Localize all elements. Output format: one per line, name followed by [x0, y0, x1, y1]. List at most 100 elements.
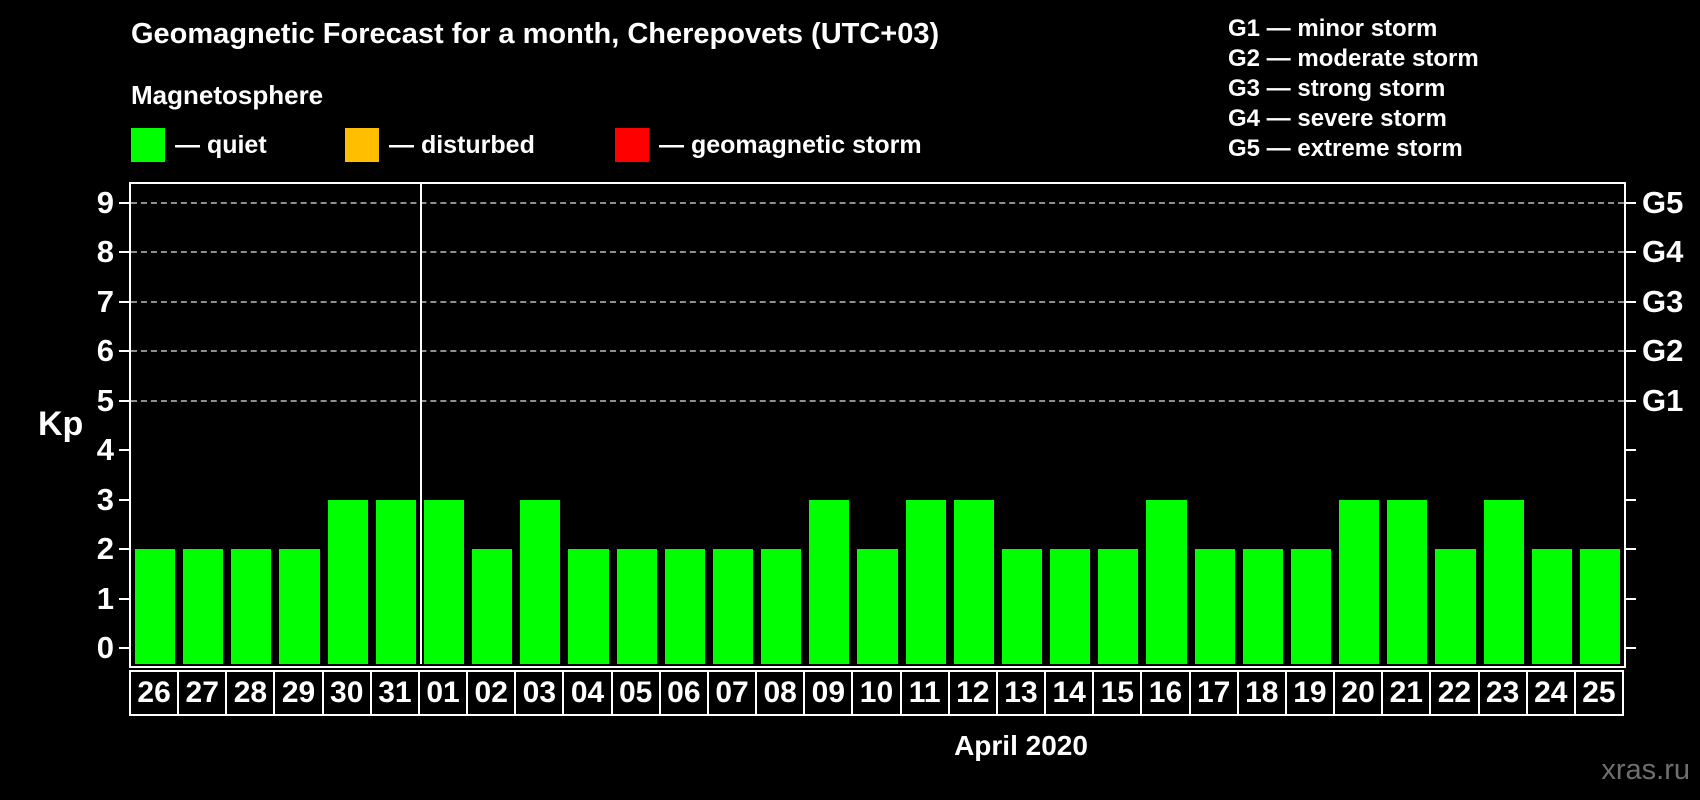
- watermark: xras.ru: [1601, 754, 1690, 786]
- ytick-label-6: 6: [96, 333, 114, 368]
- kp-bar-day-13: [1001, 549, 1043, 664]
- right-tick-kp3: [1624, 498, 1636, 501]
- day-label-25: 25: [1573, 670, 1624, 716]
- day-label-09: 09: [803, 670, 854, 716]
- right-tick-kp6: [1624, 350, 1636, 352]
- day-label-16: 16: [1140, 670, 1191, 716]
- kp-bar-day-11: [905, 499, 946, 664]
- legend-swatch-geomagnetic-storm: [615, 128, 649, 162]
- day-label-18: 18: [1236, 670, 1287, 716]
- day-label-08: 08: [755, 670, 806, 716]
- day-label-28: 28: [225, 670, 276, 716]
- gridline-kp6: [131, 350, 1624, 352]
- right-tick-kp2: [1624, 548, 1636, 550]
- left-tick-kp2: [119, 548, 131, 550]
- kp-bar-day-14: [1050, 549, 1091, 664]
- kp-bar-day-02: [472, 549, 513, 664]
- day-label-26: 26: [129, 670, 180, 716]
- kp-bar-day-24: [1531, 549, 1572, 664]
- kp-bar-day-28: [231, 549, 272, 664]
- kp-bar-day-03: [520, 499, 561, 664]
- day-label-14: 14: [1044, 670, 1095, 716]
- legend-label-disturbed: — disturbed: [389, 131, 535, 159]
- day-label-01: 01: [417, 670, 469, 716]
- left-tick-kp9: [119, 201, 131, 204]
- day-label-19: 19: [1284, 670, 1336, 716]
- kp-bar-day-07: [712, 549, 754, 664]
- day-label-12: 12: [947, 670, 998, 716]
- g-scale-label-g4: G4: [1642, 234, 1684, 269]
- kp-bar-day-04: [568, 549, 609, 664]
- left-tick-kp6: [119, 350, 131, 352]
- kp-bar-day-17: [1194, 549, 1235, 664]
- day-label-02: 02: [466, 670, 517, 716]
- gridline-kp7: [131, 300, 1624, 303]
- kp-bar-day-05: [616, 549, 657, 664]
- day-label-10: 10: [851, 670, 902, 716]
- kp-bar-day-16: [1146, 499, 1187, 664]
- y-axis-title: Kp: [38, 405, 84, 443]
- ytick-label-2: 2: [96, 531, 114, 566]
- kp-bar-day-29: [279, 549, 320, 664]
- kp-bar-day-09: [809, 499, 850, 664]
- day-label-13: 13: [995, 670, 1047, 716]
- day-label-31: 31: [369, 670, 420, 716]
- left-tick-kp4: [119, 449, 131, 451]
- kp-bar-day-20: [1339, 499, 1380, 664]
- kp-bar-day-25: [1579, 549, 1620, 664]
- month-divider-line: [419, 184, 422, 664]
- gridline-kp8: [131, 251, 1624, 253]
- day-label-29: 29: [273, 670, 324, 716]
- day-label-20: 20: [1333, 670, 1384, 716]
- day-label-06: 06: [658, 670, 709, 716]
- kp-bar-day-19: [1290, 549, 1332, 664]
- kp-bar-day-30: [327, 499, 368, 664]
- ytick-label-4: 4: [96, 432, 114, 467]
- storm-legend-line-3: G3 — strong storm: [1228, 75, 1446, 102]
- left-tick-kp0: [119, 647, 131, 649]
- kp-bar-day-18: [1242, 549, 1283, 664]
- ytick-label-8: 8: [96, 234, 114, 269]
- day-label-11: 11: [899, 670, 950, 716]
- kp-bar-day-10: [857, 549, 898, 664]
- right-tick-kp8: [1624, 251, 1636, 253]
- day-label-05: 05: [610, 670, 661, 716]
- day-label-24: 24: [1525, 670, 1576, 716]
- kp-bar-day-31: [375, 499, 416, 664]
- g-scale-label-g2: G2: [1642, 333, 1684, 368]
- kp-bar-day-12: [953, 499, 994, 664]
- right-tick-kp1: [1624, 597, 1636, 600]
- kp-bar-day-08: [761, 549, 802, 664]
- right-tick-kp0: [1624, 647, 1636, 649]
- day-label-22: 22: [1429, 670, 1480, 716]
- kp-bar-day-01: [423, 499, 465, 664]
- left-tick-kp1: [119, 597, 131, 600]
- legend-swatch-disturbed: [345, 128, 379, 162]
- day-label-27: 27: [177, 670, 228, 716]
- day-label-17: 17: [1188, 670, 1239, 716]
- day-label-15: 15: [1092, 670, 1143, 716]
- left-tick-kp3: [119, 498, 131, 501]
- kp-bar-day-21: [1387, 499, 1428, 664]
- g-scale-label-g1: G1: [1642, 382, 1684, 418]
- storm-legend-line-5: G5 — extreme storm: [1228, 135, 1463, 162]
- plot-frame: [129, 182, 1626, 668]
- x-axis-title: April 2020: [954, 730, 1088, 761]
- legend-label-quiet: — quiet: [175, 131, 267, 159]
- ytick-label-9: 9: [96, 184, 114, 220]
- gridline-kp9: [131, 201, 1624, 204]
- legend-label-geomagnetic-storm: — geomagnetic storm: [659, 131, 922, 159]
- chart-title: Geomagnetic Forecast for a month, Cherep…: [131, 18, 940, 50]
- storm-legend-line-1: G1 — minor storm: [1228, 15, 1438, 42]
- kp-bar-day-15: [1098, 549, 1139, 664]
- day-label-03: 03: [514, 670, 565, 716]
- legend-swatch-quiet: [131, 128, 165, 162]
- kp-bar-day-27: [183, 549, 224, 664]
- ytick-label-5: 5: [96, 382, 114, 418]
- storm-legend-line-4: G4 — severe storm: [1228, 105, 1447, 132]
- day-label-07: 07: [706, 670, 758, 716]
- ytick-label-0: 0: [96, 630, 114, 665]
- g-scale-label-g5: G5: [1642, 184, 1684, 220]
- storm-legend-line-2: G2 — moderate storm: [1228, 45, 1479, 72]
